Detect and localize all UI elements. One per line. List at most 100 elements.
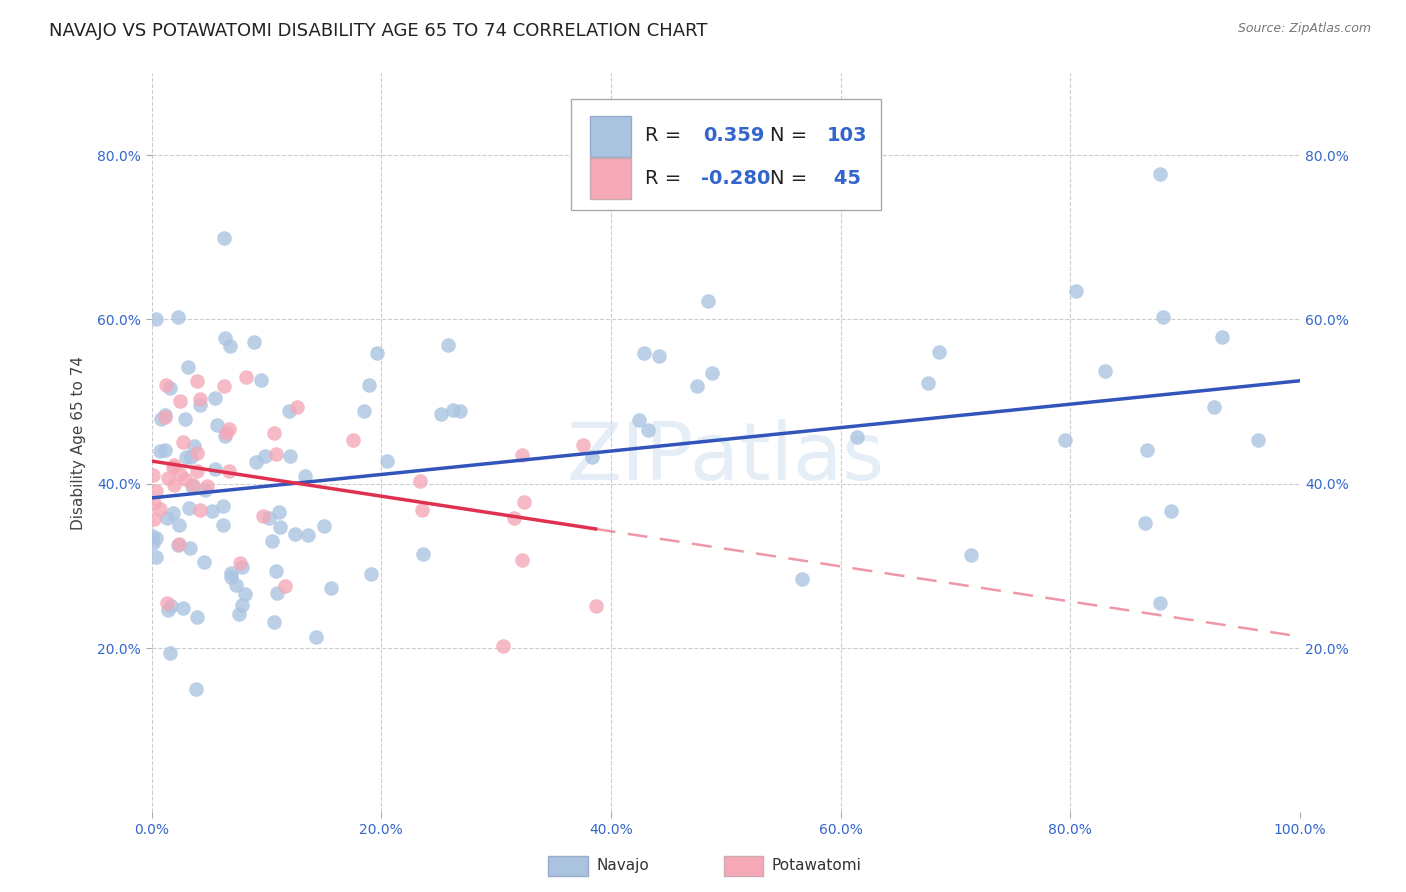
Point — [585, 599, 607, 613]
Point — [242, 335, 264, 350]
Point — [160, 599, 183, 613]
Text: ZIPatlas: ZIPatlas — [567, 418, 884, 497]
Bar — [591, 116, 630, 156]
Point — [1064, 284, 1087, 298]
Point — [167, 537, 190, 551]
Point — [928, 345, 950, 359]
Text: 0.359: 0.359 — [703, 127, 765, 145]
Point — [145, 311, 167, 326]
Point — [510, 448, 533, 462]
Point — [190, 398, 212, 412]
Point — [353, 404, 375, 418]
Point — [212, 517, 235, 532]
Point — [648, 349, 671, 363]
Point — [628, 412, 651, 426]
Point — [278, 449, 301, 463]
Point — [214, 331, 236, 345]
Point — [142, 536, 165, 550]
Point — [218, 339, 240, 353]
Point — [174, 472, 197, 486]
Point — [429, 407, 451, 421]
Point — [181, 478, 204, 492]
Point — [250, 373, 273, 387]
Point — [252, 509, 274, 524]
Point — [437, 338, 460, 352]
Point — [1211, 330, 1233, 344]
Point — [201, 504, 224, 518]
Point — [149, 412, 172, 426]
Point — [204, 462, 226, 476]
Point — [366, 346, 388, 360]
Point — [503, 511, 526, 525]
Point — [285, 400, 308, 414]
Text: Source: ZipAtlas.com: Source: ZipAtlas.com — [1237, 22, 1371, 36]
Point — [156, 511, 179, 525]
Point — [1152, 310, 1174, 324]
Point — [172, 435, 194, 450]
Text: 103: 103 — [827, 127, 868, 145]
Point — [212, 379, 235, 393]
Point — [412, 547, 434, 561]
Point — [156, 603, 179, 617]
Point — [180, 450, 202, 464]
Point — [188, 503, 211, 517]
Point — [297, 528, 319, 542]
Point — [153, 408, 176, 422]
Point — [156, 596, 179, 610]
Point — [260, 534, 283, 549]
Point — [312, 519, 335, 533]
Text: NAVAJO VS POTAWATOMI DISABILITY AGE 65 TO 74 CORRELATION CHART: NAVAJO VS POTAWATOMI DISABILITY AGE 65 T… — [49, 22, 707, 40]
Point — [145, 531, 167, 545]
Point — [960, 548, 983, 562]
Point — [342, 433, 364, 447]
Point — [149, 443, 172, 458]
Point — [159, 646, 181, 660]
Point — [228, 607, 250, 621]
Point — [449, 404, 471, 418]
Point — [173, 412, 195, 426]
Point — [513, 495, 536, 509]
Point — [441, 403, 464, 417]
Point — [278, 404, 301, 418]
Point — [159, 381, 181, 395]
Text: N =: N = — [769, 169, 813, 188]
Point — [235, 370, 257, 384]
Point — [214, 231, 236, 245]
Point — [193, 555, 215, 569]
Point — [229, 556, 252, 570]
Bar — [591, 158, 630, 199]
Text: Potawatomi: Potawatomi — [772, 858, 862, 872]
Point — [1094, 364, 1116, 378]
Point — [245, 455, 267, 469]
Point — [357, 378, 380, 392]
Point — [205, 417, 228, 432]
Point — [917, 376, 939, 391]
Point — [294, 468, 316, 483]
Point — [186, 375, 208, 389]
Point — [141, 529, 163, 543]
Point — [183, 439, 205, 453]
Point — [259, 511, 281, 525]
Point — [169, 394, 191, 409]
Point — [155, 409, 177, 424]
Point — [253, 449, 276, 463]
Point — [231, 598, 253, 612]
Point — [225, 577, 247, 591]
Point — [581, 450, 603, 464]
Point — [162, 460, 184, 475]
Point — [172, 600, 194, 615]
Point — [184, 682, 207, 697]
Point — [1149, 596, 1171, 610]
Point — [1247, 433, 1270, 447]
Point — [263, 615, 285, 629]
Point — [221, 570, 243, 584]
Point — [264, 564, 287, 578]
Point — [263, 425, 285, 440]
Point — [1204, 400, 1226, 414]
Point — [186, 464, 208, 478]
Point — [155, 442, 177, 457]
Point — [510, 553, 533, 567]
Point — [269, 505, 291, 519]
Point — [633, 345, 655, 359]
Point — [696, 293, 718, 308]
